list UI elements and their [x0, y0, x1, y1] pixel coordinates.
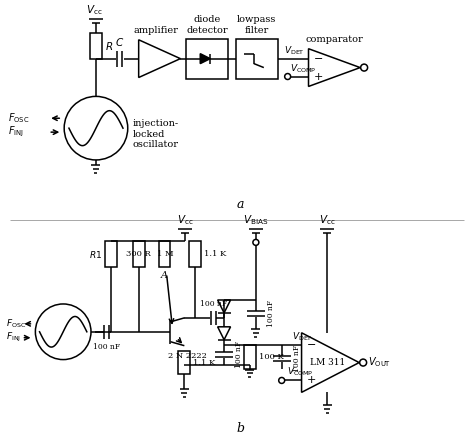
Bar: [189, 241, 201, 267]
Text: −: −: [307, 340, 316, 350]
Text: A: A: [161, 271, 168, 280]
Text: $V_{\rm BIAS}$: $V_{\rm BIAS}$: [243, 214, 269, 227]
Text: lowpass
filter: lowpass filter: [237, 16, 276, 35]
Text: $R1$: $R1$: [89, 249, 102, 260]
Text: injection-
locked
oscillator: injection- locked oscillator: [133, 119, 179, 149]
Circle shape: [279, 377, 285, 384]
Text: 100 nF: 100 nF: [292, 345, 301, 372]
Text: 1.1 K: 1.1 K: [193, 359, 216, 367]
Text: $V_{\rm DET}$: $V_{\rm DET}$: [292, 330, 312, 343]
Text: $V_{\rm COMP}$: $V_{\rm COMP}$: [287, 366, 313, 379]
Circle shape: [64, 96, 128, 160]
Polygon shape: [309, 49, 360, 87]
Text: $F_{\rm INJ}$: $F_{\rm INJ}$: [6, 331, 20, 344]
Bar: [158, 241, 171, 267]
Text: $V_{\rm cc}$: $V_{\rm cc}$: [86, 3, 102, 17]
Bar: [236, 39, 278, 78]
Text: 1.1 K: 1.1 K: [204, 250, 227, 258]
Text: 100 nF: 100 nF: [235, 341, 243, 368]
Text: $F_{\rm OSC}$: $F_{\rm OSC}$: [6, 318, 26, 330]
Text: $F_{\rm OSC}$: $F_{\rm OSC}$: [8, 112, 29, 125]
Polygon shape: [218, 327, 230, 340]
Text: $C$: $C$: [115, 36, 124, 48]
Circle shape: [360, 359, 366, 366]
Circle shape: [36, 304, 91, 359]
Text: $V_{\rm cc}$: $V_{\rm cc}$: [177, 214, 194, 227]
Circle shape: [285, 74, 291, 79]
Text: $F_{\rm INJ}$: $F_{\rm INJ}$: [8, 125, 24, 139]
Text: diode
detector: diode detector: [186, 16, 228, 35]
Bar: [105, 241, 117, 267]
Bar: [186, 39, 228, 78]
Text: 2 N 2222: 2 N 2222: [168, 351, 207, 359]
Text: $V_{\rm DET}$: $V_{\rm DET}$: [283, 44, 305, 57]
Text: $R$: $R$: [105, 40, 113, 52]
Text: +: +: [307, 376, 316, 385]
Text: 100 nF: 100 nF: [267, 300, 275, 327]
Text: a: a: [236, 198, 244, 211]
Text: −: −: [313, 54, 323, 64]
Text: 100 K: 100 K: [259, 353, 284, 361]
Text: 1 M: 1 M: [157, 250, 174, 258]
Bar: [244, 345, 256, 368]
Text: +: +: [313, 71, 323, 82]
Text: 300 R: 300 R: [126, 250, 151, 258]
Polygon shape: [200, 54, 210, 64]
Polygon shape: [139, 40, 181, 78]
Bar: [90, 33, 102, 58]
Text: $V_{\rm COMP}$: $V_{\rm COMP}$: [290, 62, 316, 74]
Polygon shape: [301, 333, 359, 392]
Bar: [133, 241, 145, 267]
Text: 100 nF: 100 nF: [200, 300, 227, 308]
Text: LM 311: LM 311: [310, 358, 345, 367]
Text: 100 nF: 100 nF: [93, 343, 120, 351]
Polygon shape: [218, 300, 230, 313]
Circle shape: [253, 240, 259, 245]
Circle shape: [361, 64, 368, 71]
Text: $V_{\rm cc}$: $V_{\rm cc}$: [319, 214, 336, 227]
Text: amplifier: amplifier: [133, 26, 178, 35]
Text: $V_{\rm OUT}$: $V_{\rm OUT}$: [368, 355, 391, 369]
Text: b: b: [236, 421, 244, 434]
Text: comparator: comparator: [305, 35, 363, 44]
Bar: [178, 351, 191, 375]
